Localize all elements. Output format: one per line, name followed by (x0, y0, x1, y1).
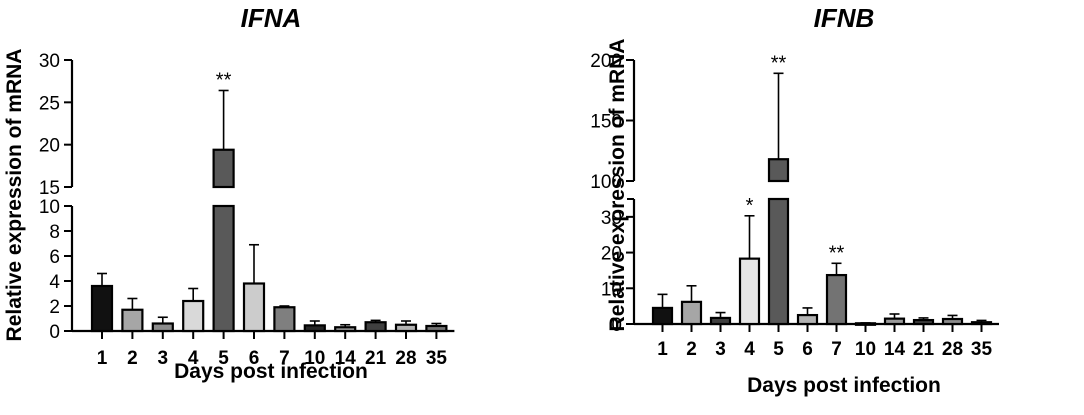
x-tick-label: 7 (279, 348, 290, 369)
x-tick-label: 4 (188, 348, 199, 369)
y-tick-label: 10 (601, 279, 622, 300)
bar (738, 257, 761, 326)
bar (970, 321, 993, 326)
x-tick-label: 2 (686, 339, 697, 360)
significance-marker: ** (216, 69, 232, 91)
y-tick-label: 8 (49, 222, 60, 243)
bar (90, 284, 114, 333)
bar (334, 326, 357, 333)
x-tick-label: 10 (855, 339, 876, 360)
significance-marker: ** (829, 242, 845, 264)
y-tick-label: 15 (39, 178, 60, 199)
bar (182, 299, 205, 333)
y-tick-label: 20 (39, 136, 60, 157)
bar-upper (212, 148, 235, 189)
bar (709, 316, 732, 326)
bar (425, 324, 448, 333)
bar (825, 273, 848, 326)
bar (912, 318, 935, 326)
x-tick-label: 6 (802, 339, 813, 360)
y-axis-label: Relative expression of mRNA (606, 39, 629, 332)
bar (883, 317, 906, 326)
x-tick-label: 35 (426, 348, 448, 369)
bar (364, 321, 387, 333)
x-tick-label: 21 (913, 339, 935, 360)
x-tick-label: 14 (335, 348, 357, 369)
y-tick-label: 25 (39, 93, 60, 114)
significance-marker: ** (771, 52, 787, 74)
x-tick-label: 10 (304, 348, 325, 369)
bar (212, 204, 235, 333)
chart-ifnb: IFNB Relative expression of mRNA Days post… (590, 3, 999, 397)
bar-upper (767, 158, 790, 183)
x-tick-label: 6 (249, 348, 260, 369)
x-tick-label: 4 (744, 339, 755, 360)
x-tick-label: 7 (831, 339, 842, 360)
bar (796, 313, 819, 326)
y-tick-label: 150 (590, 112, 622, 133)
y-tick-label: 6 (49, 247, 60, 268)
x-tick-label: 3 (715, 339, 726, 360)
bar (121, 308, 144, 333)
y-axis-label: Relative expression of mRNA (3, 49, 26, 342)
y-tick-label: 30 (39, 51, 60, 72)
x-tick-label: 28 (942, 339, 963, 360)
x-tick-label: 2 (127, 348, 138, 369)
x-tick-label: 28 (395, 348, 416, 369)
y-tick-label: 0 (49, 322, 60, 343)
x-tick-label: 1 (97, 348, 108, 369)
bar (151, 322, 174, 333)
bar (242, 282, 266, 333)
y-tick-label: 30 (601, 208, 622, 229)
x-tick-label: 5 (773, 339, 784, 360)
bar (941, 317, 964, 326)
bar (651, 306, 674, 326)
x-tick-label: 5 (218, 348, 229, 369)
bar (273, 306, 296, 333)
chart-title: IFNA (241, 3, 302, 33)
chart-ifna: IFNA Relative expression of mRNA Days post… (3, 3, 455, 383)
x-axis-label: Days post infection (747, 374, 941, 397)
y-tick-label: 20 (601, 244, 622, 265)
y-tick-label: 2 (49, 297, 60, 318)
x-tick-label: 3 (158, 348, 169, 369)
x-tick-label: 35 (971, 339, 993, 360)
y-tick-label: 4 (49, 272, 60, 293)
y-tick-label: 200 (590, 51, 622, 72)
significance-marker: * (746, 195, 754, 217)
bar (394, 323, 418, 333)
bar (680, 300, 703, 326)
x-tick-label: 1 (657, 339, 668, 360)
x-axis-label: Days post infection (174, 360, 368, 383)
bar (303, 324, 326, 333)
bar (767, 197, 790, 326)
y-tick-label: 100 (590, 172, 622, 193)
x-tick-label: 21 (365, 348, 387, 369)
y-tick-label: 10 (39, 197, 60, 218)
x-tick-label: 14 (884, 339, 906, 360)
chart-title: IFNB (814, 3, 875, 33)
y-tick-label: 0 (611, 315, 622, 336)
